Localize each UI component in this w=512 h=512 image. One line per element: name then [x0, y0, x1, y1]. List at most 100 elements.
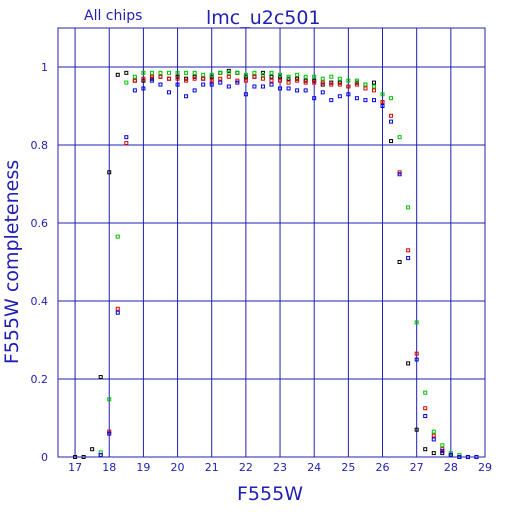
data-point-series-2 [218, 70, 223, 75]
data-point-series-0 [423, 447, 428, 452]
chart-title: lmc_u2c501 [206, 7, 321, 29]
data-point-series-2 [175, 70, 180, 75]
data-point-series-0 [269, 74, 274, 79]
data-point-series-3 [243, 92, 248, 97]
data-point-series-2 [192, 70, 197, 75]
x-tick-label: 17 [68, 461, 82, 474]
data-point-series-2 [252, 70, 257, 75]
data-point-series-3 [192, 88, 197, 93]
axis-ticks: 17 18 19 20 21 22 23 24 25 26 27 28 29 0 0.2 0.4 0.6 0.8 1 [31, 61, 493, 474]
data-point-series-2 [295, 72, 300, 77]
data-point-series-0 [371, 80, 376, 85]
data-point-series-3 [423, 414, 428, 419]
x-tick-label: 27 [410, 461, 424, 474]
data-point-series-1 [209, 78, 214, 83]
data-point-series-1 [158, 74, 163, 79]
data-point-series-2 [406, 205, 411, 210]
y-tick-label: 1 [41, 61, 48, 74]
data-point-series-1 [406, 248, 411, 253]
data-point-series-0 [98, 375, 103, 380]
x-tick-label: 19 [136, 461, 150, 474]
data-point-series-3 [354, 96, 359, 101]
data-point-series-3 [218, 80, 223, 85]
data-point-series-3 [132, 88, 137, 93]
data-point-series-2 [141, 70, 146, 75]
data-point-series-3 [107, 431, 112, 436]
data-point-series-0 [389, 139, 394, 144]
data-point-series-1 [124, 141, 129, 146]
data-point-series-3 [406, 256, 411, 261]
data-point-series-1 [303, 80, 308, 85]
data-point-series-3 [295, 88, 300, 93]
data-point-series-3 [175, 82, 180, 87]
data-point-series-3 [260, 84, 265, 89]
data-point-series-3 [414, 357, 419, 362]
data-point-series-3 [252, 84, 257, 89]
data-point-series-3 [226, 84, 231, 89]
data-point-series-2 [329, 74, 334, 79]
data-point-series-1 [431, 433, 436, 438]
data-point-series-1 [423, 406, 428, 411]
data-point-series-1 [115, 306, 120, 311]
data-point-series-3 [278, 86, 283, 91]
data-point-series-1 [371, 88, 376, 93]
data-point-series-3 [312, 96, 317, 101]
data-point-series-2 [269, 70, 274, 75]
data-point-series-2 [201, 72, 206, 77]
data-point-series-3 [397, 172, 402, 177]
data-point-series-3 [346, 92, 351, 97]
data-point-series-2 [132, 74, 137, 79]
data-point-series-3 [389, 119, 394, 124]
data-point-series-1 [167, 76, 172, 81]
data-point-series-2 [226, 70, 231, 75]
data-point-series-1 [218, 76, 223, 81]
data-point-series-3 [167, 90, 172, 95]
x-tick-label: 28 [444, 461, 458, 474]
data-point-series-2 [423, 390, 428, 395]
data-point-series-0 [90, 447, 95, 452]
data-point-series-1 [286, 80, 291, 85]
data-point-series-3 [141, 86, 146, 91]
data-point-series-3 [329, 98, 334, 103]
data-point-series-0 [431, 451, 436, 456]
y-tick-label: 0 [41, 451, 48, 464]
data-point-series-2 [440, 443, 445, 448]
chart-subtitle: All chips [84, 8, 142, 24]
y-tick-label: 0.4 [31, 295, 49, 308]
data-point-series-1 [149, 74, 154, 79]
y-axis-label: F555W completeness [1, 160, 23, 364]
data-point-series-3 [431, 437, 436, 442]
data-point-series-0 [115, 72, 120, 77]
data-point-series-0 [414, 427, 419, 432]
data-point-series-3 [320, 90, 325, 95]
data-point-series-2 [209, 72, 214, 77]
x-axis-label: F555W [237, 483, 303, 505]
data-point-series-2 [115, 234, 120, 239]
data-point-series-2 [389, 96, 394, 101]
data-point-series-3 [115, 310, 120, 315]
data-point-series-1 [201, 76, 206, 81]
data-point-series-3 [371, 98, 376, 103]
x-tick-label: 25 [341, 461, 355, 474]
data-point-series-2 [124, 80, 129, 85]
data-point-series-1 [243, 78, 248, 83]
data-point-series-2 [337, 76, 342, 81]
data-point-series-3 [337, 94, 342, 99]
data-point-series-1 [141, 76, 146, 81]
data-point-series-3 [149, 78, 154, 83]
data-point-series-2 [243, 72, 248, 77]
x-tick-label: 22 [239, 461, 253, 474]
data-point-series-1 [226, 74, 231, 79]
x-tick-label: 24 [307, 461, 321, 474]
data-point-series-2 [158, 70, 163, 75]
data-point-series-0 [107, 170, 112, 175]
data-point-series-2 [371, 84, 376, 89]
data-point-series-2 [380, 92, 385, 97]
x-tick-label: 29 [478, 461, 492, 474]
data-point-series-2 [346, 78, 351, 83]
data-point-series-1 [354, 82, 359, 87]
data-point-series-3 [201, 82, 206, 87]
data-point-series-1 [192, 76, 197, 81]
data-point-series-2 [149, 70, 154, 75]
